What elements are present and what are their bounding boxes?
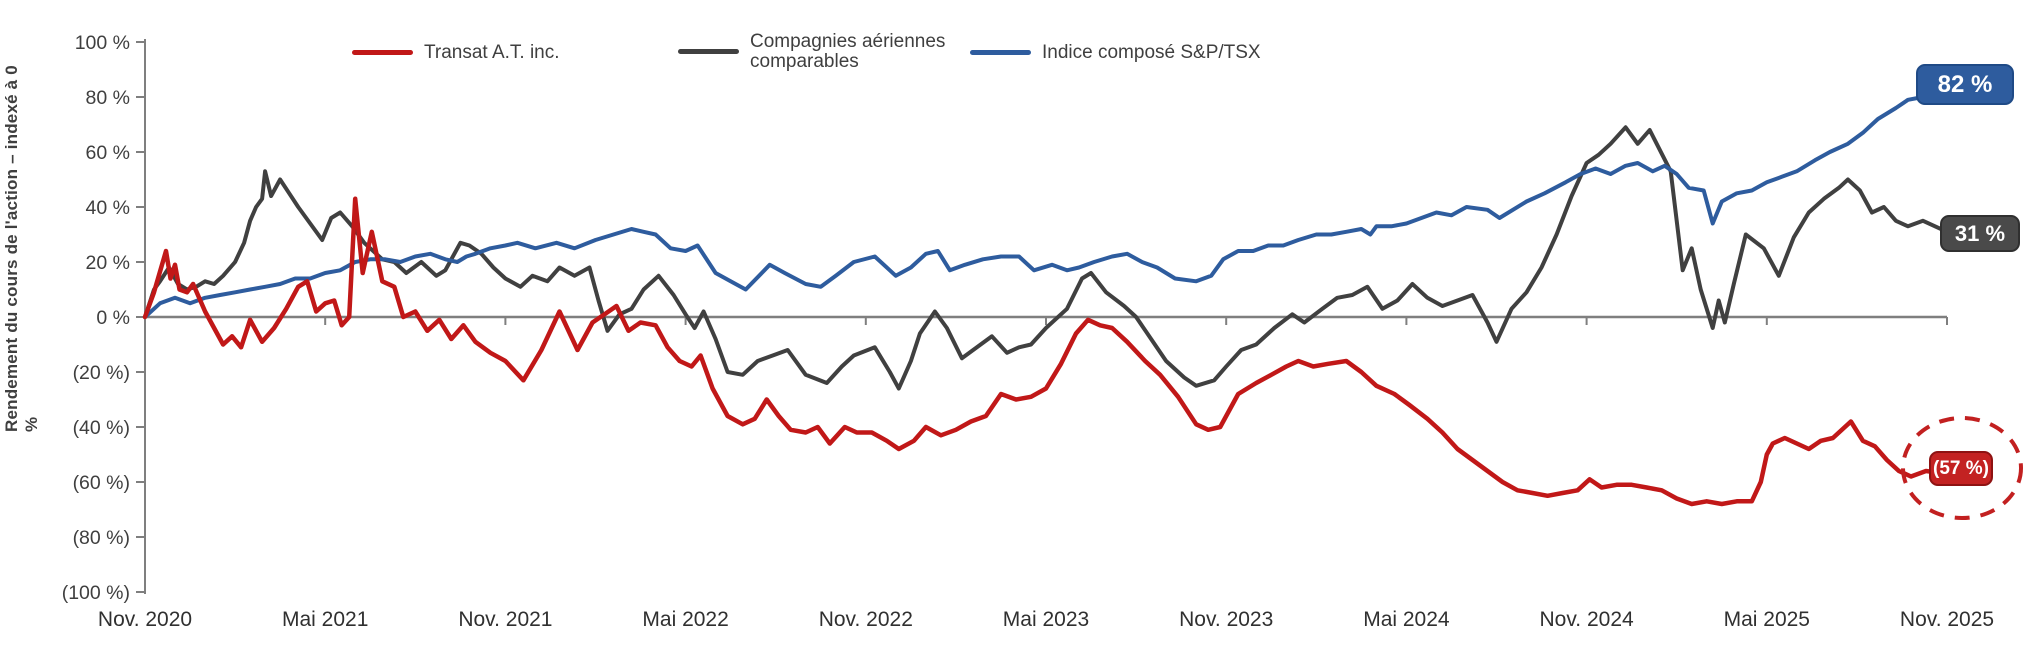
legend-item-comparables: Compagnies aériennes comparables	[678, 32, 955, 72]
transat-line-swatch-icon	[352, 50, 413, 56]
y-tick-label: 40 %	[86, 197, 130, 219]
transat-final-value-badge: (57 %)	[1929, 451, 1993, 486]
x-tick-label: Mai 2024	[1363, 608, 1450, 631]
legend-label-comparables: Compagnies aériennes comparables	[750, 31, 946, 72]
y-tick-label: (100 %)	[62, 582, 130, 604]
y-tick-label: (40 %)	[73, 417, 130, 439]
x-tick-label: Mai 2025	[1724, 608, 1810, 631]
x-tick-label: Nov. 2021	[458, 608, 552, 631]
legend-label-sptsx: Indice composé S&P/TSX	[1042, 42, 1261, 63]
legend-item-transat: Transat A.T. inc.	[352, 43, 560, 63]
sptsx-final-value-badge: 82 %	[1916, 64, 2014, 105]
legend-label-transat: Transat A.T. inc.	[424, 42, 560, 63]
axes: 100 % 80 % 60 % 40 % 20 % 0 % (20 %) (40 %) (60 …	[62, 32, 1994, 631]
x-tick-label: Nov. 2024	[1540, 608, 1634, 631]
series-line-comparables	[143, 125, 1949, 391]
x-tick-label: Nov. 2022	[819, 608, 913, 631]
y-tick-label: (20 %)	[73, 362, 130, 384]
y-tick-label: 80 %	[86, 87, 130, 109]
x-tick-label: Nov. 2023	[1179, 608, 1273, 631]
y-tick-label: (60 %)	[73, 472, 130, 494]
y-tick-label: 60 %	[86, 142, 130, 164]
y-tick-label: 100 %	[75, 32, 130, 54]
final-value-highlight-ellipse	[1901, 416, 2023, 520]
y-tick-label: (80 %)	[73, 527, 130, 549]
x-tick-label: Nov. 2020	[98, 608, 192, 631]
comparables-line-swatch-icon	[678, 49, 739, 55]
sptsx-line-swatch-icon	[970, 50, 1031, 56]
x-tick-label: Mai 2021	[282, 608, 368, 631]
x-tick-label: Mai 2022	[642, 608, 728, 631]
y-axis-title: Rendement du cours de l'action – indexé …	[2, 65, 41, 432]
comparables-final-value-badge: 31 %	[1940, 215, 2020, 252]
series-lines	[142, 89, 1950, 507]
x-tick-label: Mai 2023	[1003, 608, 1089, 631]
y-tick-label: 20 %	[86, 252, 130, 274]
series-line-sptsx	[143, 89, 1949, 319]
legend-item-sptsx: Indice composé S&P/TSX	[970, 43, 1261, 63]
y-tick-label: 0 %	[96, 307, 130, 329]
x-tick-label: Nov. 2025	[1900, 608, 1994, 631]
series-line-transat	[142, 196, 1950, 507]
